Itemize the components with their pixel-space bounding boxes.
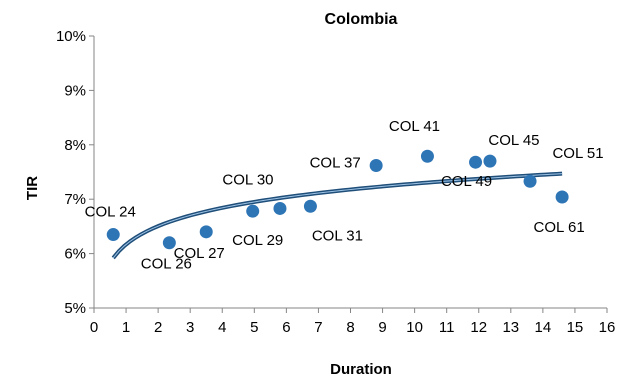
x-tick-label: 14 xyxy=(535,319,552,336)
x-tick-label: 15 xyxy=(567,319,584,336)
data-label: COL 49 xyxy=(441,173,492,190)
x-tick-label: 1 xyxy=(122,319,130,336)
data-point xyxy=(469,155,483,169)
x-tick-label: 3 xyxy=(186,319,194,336)
y-tick-label: 9% xyxy=(64,82,86,99)
y-tick-label: 10% xyxy=(56,28,86,45)
data-label: COL 27 xyxy=(174,245,225,262)
y-axis-title: TIR xyxy=(24,176,41,200)
data-point xyxy=(303,199,317,213)
data-label: COL 30 xyxy=(222,171,273,188)
axes: 5%6%7%8%9%10%0 1 2 3 4 5 6 7 8 9 10 11 12 13 14 15 16 xyxy=(56,28,615,336)
x-tick-label: 8 xyxy=(346,319,354,336)
trendline xyxy=(111,171,563,260)
data-label: COL 37 xyxy=(310,154,361,171)
x-tick-label: 5 xyxy=(250,319,258,336)
data-label: COL 41 xyxy=(389,118,440,135)
data-point xyxy=(162,236,176,250)
x-tick-label: 4 xyxy=(218,319,226,336)
data-point xyxy=(483,154,497,168)
data-point xyxy=(420,149,434,163)
x-tick-label: 12 xyxy=(470,319,487,336)
data-label: COL 45 xyxy=(488,132,539,149)
data-point xyxy=(199,225,213,239)
data-point xyxy=(523,174,537,188)
data-point xyxy=(369,158,383,172)
x-tick-label: 9 xyxy=(378,319,386,336)
x-tick-label: 7 xyxy=(314,319,322,336)
data-label: COL 24 xyxy=(85,204,136,221)
data-points xyxy=(106,149,569,250)
y-tick-label: 8% xyxy=(64,137,86,154)
y-tick-label: 7% xyxy=(64,191,86,208)
x-tick-label: 10 xyxy=(406,319,423,336)
x-tick-label: 13 xyxy=(502,319,519,336)
x-tick-label: 6 xyxy=(282,319,290,336)
chart-title: Colombia xyxy=(325,11,398,28)
trendline-core xyxy=(112,173,563,259)
x-tick-label: 16 xyxy=(599,319,616,336)
data-label: COL 61 xyxy=(534,219,585,236)
data-label: COL 26 xyxy=(141,256,192,273)
data-label: COL 31 xyxy=(312,227,363,244)
data-point xyxy=(246,204,260,218)
data-point xyxy=(555,190,569,204)
data-point xyxy=(106,228,120,242)
data-point xyxy=(273,201,287,215)
y-tick-label: 5% xyxy=(64,300,86,317)
x-tick-label: 2 xyxy=(154,319,162,336)
x-tick-label: 0 xyxy=(90,319,98,336)
x-axis-title: Duration xyxy=(330,361,392,378)
y-tick-label: 6% xyxy=(64,246,86,263)
x-tick-label: 11 xyxy=(439,319,455,336)
data-label: COL 29 xyxy=(232,232,283,249)
data-label: COL 51 xyxy=(552,145,603,162)
